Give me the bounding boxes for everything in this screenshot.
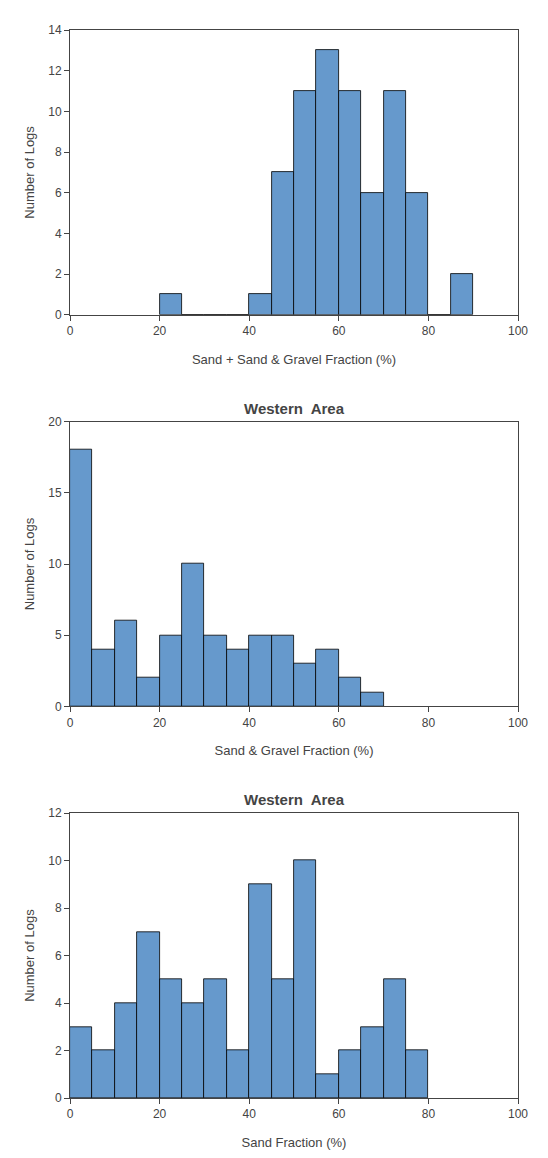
svg-text:40: 40 [243,716,257,730]
svg-text:Sand & Gravel Fraction (%): Sand & Gravel Fraction (%) [215,743,374,758]
svg-text:14: 14 [48,23,62,37]
svg-text:0: 0 [55,308,62,322]
svg-text:6: 6 [55,186,62,200]
svg-text:Number of Logs: Number of Logs [22,126,37,219]
svg-text:Number of Logs: Number of Logs [22,517,37,610]
svg-text:4: 4 [55,996,62,1010]
svg-text:60: 60 [332,1107,346,1121]
svg-text:Number of Logs: Number of Logs [22,909,37,1002]
svg-text:40: 40 [243,324,257,338]
svg-text:20: 20 [153,716,167,730]
svg-text:20: 20 [48,415,62,429]
svg-text:Western Area: Western Area [244,791,345,808]
svg-text:80: 80 [422,1107,436,1121]
svg-text:2: 2 [55,1044,62,1058]
svg-text:20: 20 [153,324,167,338]
svg-text:10: 10 [48,854,62,868]
svg-text:60: 60 [332,716,346,730]
svg-text:15: 15 [48,486,62,500]
svg-text:12: 12 [48,64,62,78]
svg-text:60: 60 [332,324,346,338]
svg-text:0: 0 [55,700,62,714]
svg-text:0: 0 [67,324,74,338]
svg-text:100: 100 [508,716,528,730]
svg-text:20: 20 [153,1107,167,1121]
svg-text:40: 40 [243,1107,257,1121]
svg-text:12: 12 [48,806,62,820]
svg-text:100: 100 [508,1107,528,1121]
svg-text:5: 5 [55,628,62,642]
svg-text:Western Area: Western Area [244,400,345,417]
svg-text:8: 8 [55,901,62,915]
svg-text:10: 10 [48,105,62,119]
svg-text:0: 0 [67,716,74,730]
svg-text:0: 0 [55,1091,62,1105]
svg-text:80: 80 [422,716,436,730]
svg-text:6: 6 [55,949,62,963]
svg-text:Sand Fraction (%): Sand Fraction (%) [242,1135,347,1150]
svg-text:8: 8 [55,145,62,159]
svg-text:100: 100 [508,324,528,338]
svg-text:10: 10 [48,557,62,571]
svg-text:Sand + Sand & Gravel Fraction: Sand + Sand & Gravel Fraction (%) [192,352,396,367]
svg-text:4: 4 [55,227,62,241]
svg-text:80: 80 [422,324,436,338]
svg-text:0: 0 [67,1107,74,1121]
svg-text:2: 2 [55,267,62,281]
